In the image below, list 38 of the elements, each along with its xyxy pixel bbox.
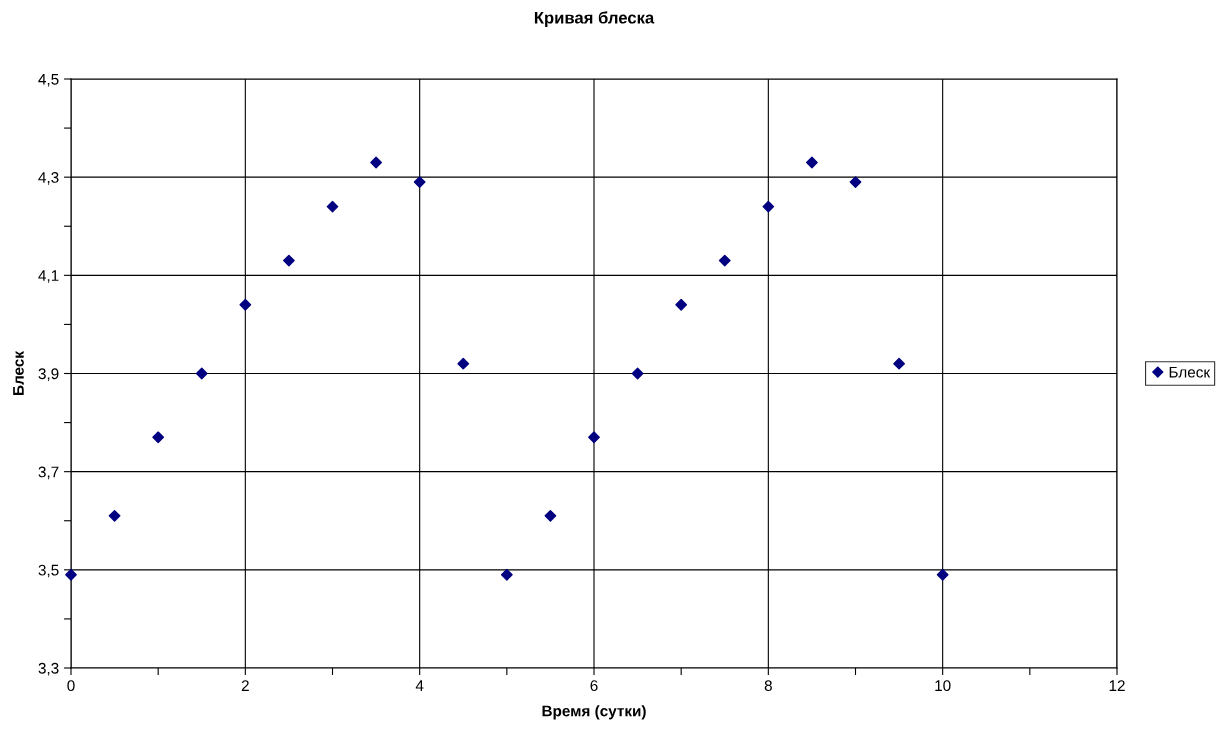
point	[849, 176, 862, 188]
legend-label: Блеск	[1169, 366, 1211, 378]
x-tick-label: 12	[1109, 680, 1125, 691]
point	[500, 568, 513, 581]
x-tick-label: 2	[241, 680, 249, 691]
point	[631, 367, 644, 380]
y-tick-label: 3,3	[38, 662, 59, 676]
point	[893, 357, 905, 370]
chart-title: Кривая блеска	[534, 11, 655, 27]
y-tick-label: 3,5	[38, 564, 59, 578]
point	[675, 298, 688, 311]
x-tick-label: 10	[935, 680, 951, 692]
x-tick-label: 6	[590, 680, 598, 692]
point	[718, 254, 731, 267]
point	[195, 367, 208, 380]
y-axis-title: Блеск	[13, 351, 24, 395]
point	[544, 509, 557, 522]
point	[762, 200, 775, 213]
y-tick-label: 3,9	[38, 368, 59, 381]
y-tick-label: 3,7	[38, 466, 59, 480]
point	[108, 509, 121, 522]
point	[806, 156, 818, 169]
x-tick-label: 8	[764, 680, 772, 692]
y-tick-label: 4,3	[38, 172, 59, 185]
point	[588, 431, 600, 444]
point	[413, 176, 426, 188]
point	[457, 357, 470, 370]
point	[152, 431, 165, 444]
x-axis-title: Время (сутки)	[542, 705, 646, 720]
y-tick-label: 4,5	[38, 74, 59, 87]
point	[283, 254, 295, 267]
point	[239, 298, 252, 311]
point	[936, 568, 949, 581]
y-tick-label: 4,1	[38, 270, 59, 283]
point	[370, 156, 382, 169]
x-tick-label: 4	[415, 680, 424, 691]
x-tick-label: 0	[67, 680, 75, 692]
point	[326, 200, 339, 213]
